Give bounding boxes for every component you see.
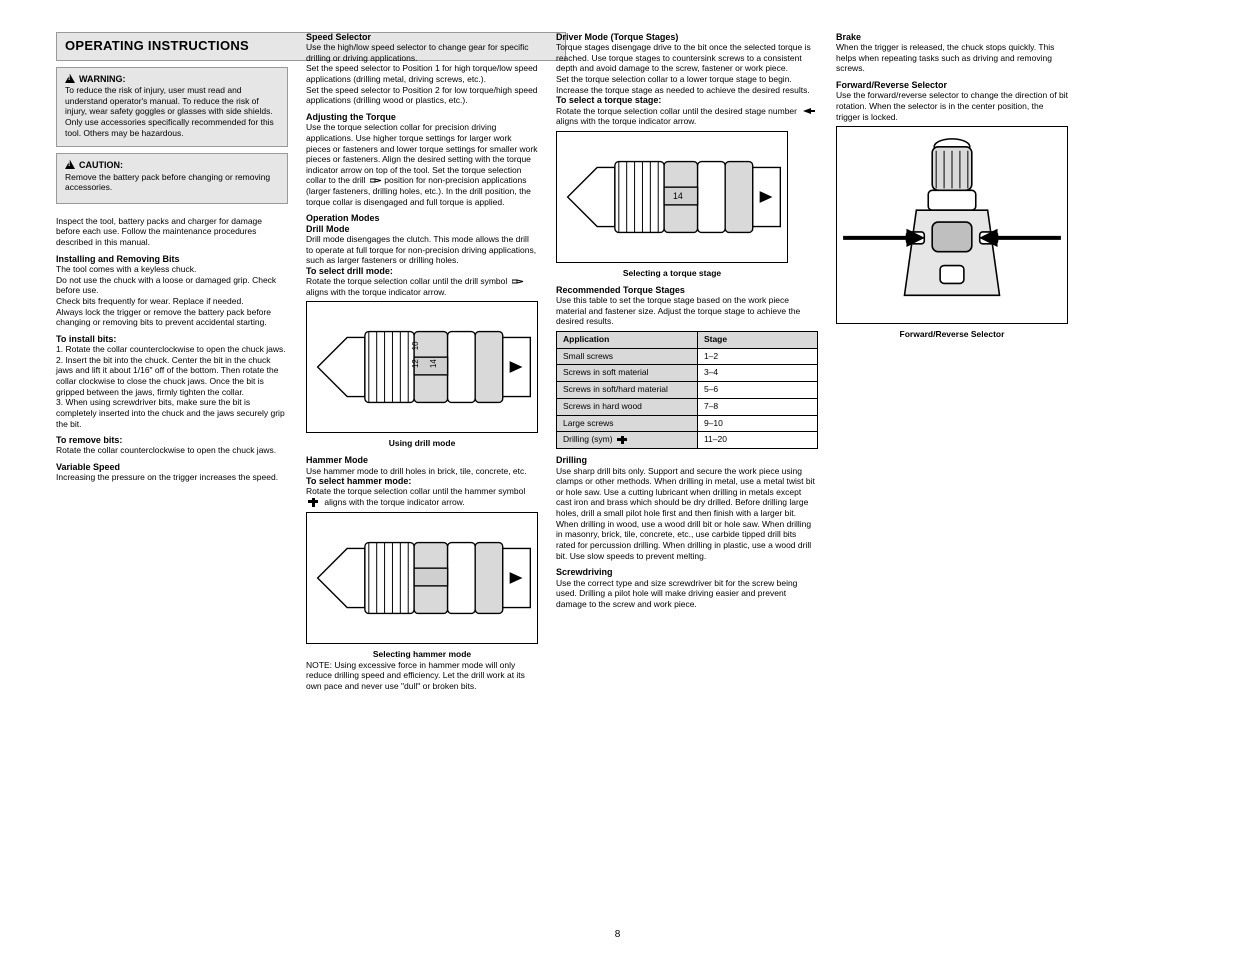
body-text: Increasing the pressure on the trigger i… xyxy=(56,472,288,483)
heading: Forward/Reverse Selector xyxy=(836,80,1068,90)
subheading: To install bits: xyxy=(56,334,288,344)
table-header: Application xyxy=(557,331,698,348)
heading: Brake xyxy=(836,32,1068,42)
figure-caption: Using drill mode xyxy=(306,439,538,449)
column-2: Speed Selector Use the high/low speed se… xyxy=(306,32,538,692)
figure-torque-stage: 14 xyxy=(556,131,788,263)
body-text: Rotate the collar counterclockwise to op… xyxy=(56,445,288,456)
table-row: ApplicationStage xyxy=(557,331,818,348)
hammer-icon xyxy=(617,436,631,444)
body-text: When the trigger is released, the chuck … xyxy=(836,42,1068,74)
body-text: 3. When using screwdriver bits, make sur… xyxy=(56,397,288,429)
warning-label: WARNING: xyxy=(79,74,126,84)
heading: Driver Mode (Torque Stages) xyxy=(556,32,818,42)
figure-fwd-rev xyxy=(836,126,1068,324)
body-text: Rotate the torque selection collar until… xyxy=(306,486,538,507)
drill-bit-icon xyxy=(370,176,382,185)
svg-text:14: 14 xyxy=(673,191,683,201)
body-text: Use the torque selection collar for prec… xyxy=(306,122,538,207)
subheading: To select hammer mode: xyxy=(306,476,538,486)
table-row: Screws in soft material3–4 xyxy=(557,365,818,382)
body-text: Use sharp drill bits only. Support and s… xyxy=(556,466,818,562)
body-text: Torque stages disengage drive to the bit… xyxy=(556,42,818,74)
heading: Operation Modes xyxy=(306,213,538,223)
table-row: Small screws1–2 xyxy=(557,348,818,365)
columns: Inspect the tool, battery packs and char… xyxy=(56,210,1185,692)
body-text: Use the correct type and size screwdrive… xyxy=(556,578,818,610)
body-text: Set the speed selector to Position 2 for… xyxy=(306,85,538,106)
body-text: Do not use the chuck with a loose or dam… xyxy=(56,275,288,296)
warning-icon xyxy=(65,74,75,83)
heading: Installing and Removing Bits xyxy=(56,254,288,264)
svg-text:12: 12 xyxy=(411,360,420,369)
body-text: Use this table to set the torque stage b… xyxy=(556,295,818,327)
screw-icon xyxy=(801,107,815,116)
subheading: To select drill mode: xyxy=(306,266,538,276)
note-text: NOTE: Using excessive force in hammer mo… xyxy=(306,660,538,692)
torque-table: ApplicationStage Small screws1–2 Screws … xyxy=(556,331,818,449)
column-1: Inspect the tool, battery packs and char… xyxy=(56,210,288,692)
subheading: Drill Mode xyxy=(306,224,538,234)
body-text: Use the forward/reverse selector to chan… xyxy=(836,90,1068,122)
chuck-illustration xyxy=(307,513,537,643)
body-text: Set the torque selection collar to a low… xyxy=(556,74,818,95)
svg-text:10: 10 xyxy=(411,341,420,350)
caution-text: Remove the battery pack before changing … xyxy=(65,172,279,193)
svg-text:14: 14 xyxy=(429,359,438,368)
table-row: Screws in hard wood7–8 xyxy=(557,398,818,415)
warning-text: To reduce the risk of injury, user must … xyxy=(65,85,279,138)
figure-caption: Selecting a torque stage xyxy=(556,269,788,279)
drill-bit-icon xyxy=(512,277,524,286)
body-text: Inspect the tool, battery packs and char… xyxy=(56,216,288,248)
body-text: Always lock the trigger or remove the ba… xyxy=(56,307,288,328)
subheading: To remove bits: xyxy=(56,435,288,445)
chuck-illustration: 14 xyxy=(557,132,787,262)
warning-box: WARNING: To reduce the risk of injury, u… xyxy=(56,67,288,147)
body-text: Drill mode disengages the clutch. This m… xyxy=(306,234,538,266)
chuck-illustration: 10 12 14 xyxy=(307,302,537,432)
heading: Drilling xyxy=(556,455,818,465)
body-text: Check bits frequently for wear. Replace … xyxy=(56,296,288,307)
body-text: Use the high/low speed selector to chang… xyxy=(306,42,538,63)
figure-drill-mode: 10 12 14 xyxy=(306,301,538,433)
caution-box: CAUTION: Remove the battery pack before … xyxy=(56,153,288,204)
column-4: Brake When the trigger is released, the … xyxy=(836,32,1068,692)
table-header: Stage xyxy=(697,331,817,348)
table-row: Drilling (sym) 11–20 xyxy=(557,432,818,449)
figure-caption: Forward/Reverse Selector xyxy=(836,330,1068,340)
subheading: Hammer Mode xyxy=(306,455,538,465)
table-row: Screws in soft/hard material5–6 xyxy=(557,382,818,399)
body-text: 2. Insert the bit into the chuck. Center… xyxy=(56,355,288,398)
hammer-icon xyxy=(308,498,322,507)
page: OPERATING INSTRUCTIONS WARNING: To reduc… xyxy=(0,0,1235,954)
drill-top-view xyxy=(837,127,1067,323)
heading: Screwdriving xyxy=(556,567,818,577)
body-text: Rotate the torque selection collar until… xyxy=(556,106,818,127)
subheading: To select a torque stage: xyxy=(556,95,818,105)
heading: Speed Selector xyxy=(306,32,538,42)
caution-label: CAUTION: xyxy=(79,160,123,170)
body-text: Set the speed selector to Position 1 for… xyxy=(306,63,538,84)
body-text: Use hammer mode to drill holes in brick,… xyxy=(306,466,538,477)
body-text: 1. Rotate the collar counterclockwise to… xyxy=(56,344,288,355)
figure-hammer-mode xyxy=(306,512,538,644)
warning-icon xyxy=(65,160,75,169)
body-text: Rotate the torque selection collar until… xyxy=(306,276,538,297)
body-text: The tool comes with a keyless chuck. xyxy=(56,264,288,275)
heading: Recommended Torque Stages xyxy=(556,285,818,295)
figure-caption: Selecting hammer mode xyxy=(306,650,538,660)
heading: Adjusting the Torque xyxy=(306,112,538,122)
table-row: Large screws9–10 xyxy=(557,415,818,432)
heading: Variable Speed xyxy=(56,462,288,472)
page-number: 8 xyxy=(615,929,621,941)
column-3: Driver Mode (Torque Stages) Torque stage… xyxy=(556,32,818,692)
